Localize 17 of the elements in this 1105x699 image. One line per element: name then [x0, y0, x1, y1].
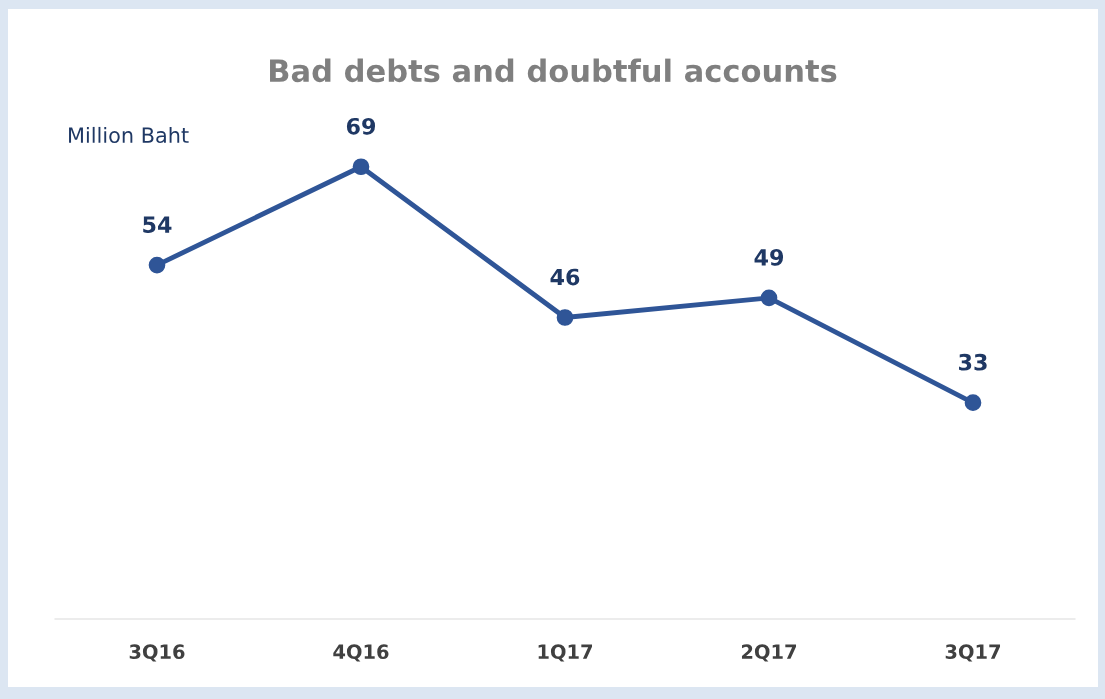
x-tick-label: 2Q17 [741, 644, 797, 662]
chart-title: Bad debts and doubtful accounts [270, 58, 837, 83]
point [352, 158, 370, 176]
data-label: 49 [754, 248, 784, 266]
text: Million Baht [69, 126, 189, 144]
x-tick-label: 3Q17 [945, 644, 1001, 662]
data-label: 33 [959, 353, 987, 371]
point [148, 256, 166, 274]
point [760, 289, 778, 307]
x-tick-label: 4Q16 [333, 644, 389, 662]
point [964, 394, 982, 412]
data-label: 69 [346, 117, 376, 135]
data-label: 54 [143, 216, 172, 233]
x-tick-label: 1Q17 [538, 644, 593, 662]
data-label: 46 [550, 268, 580, 286]
point [556, 309, 574, 326]
x-tick-label: 3Q16 [129, 644, 185, 662]
